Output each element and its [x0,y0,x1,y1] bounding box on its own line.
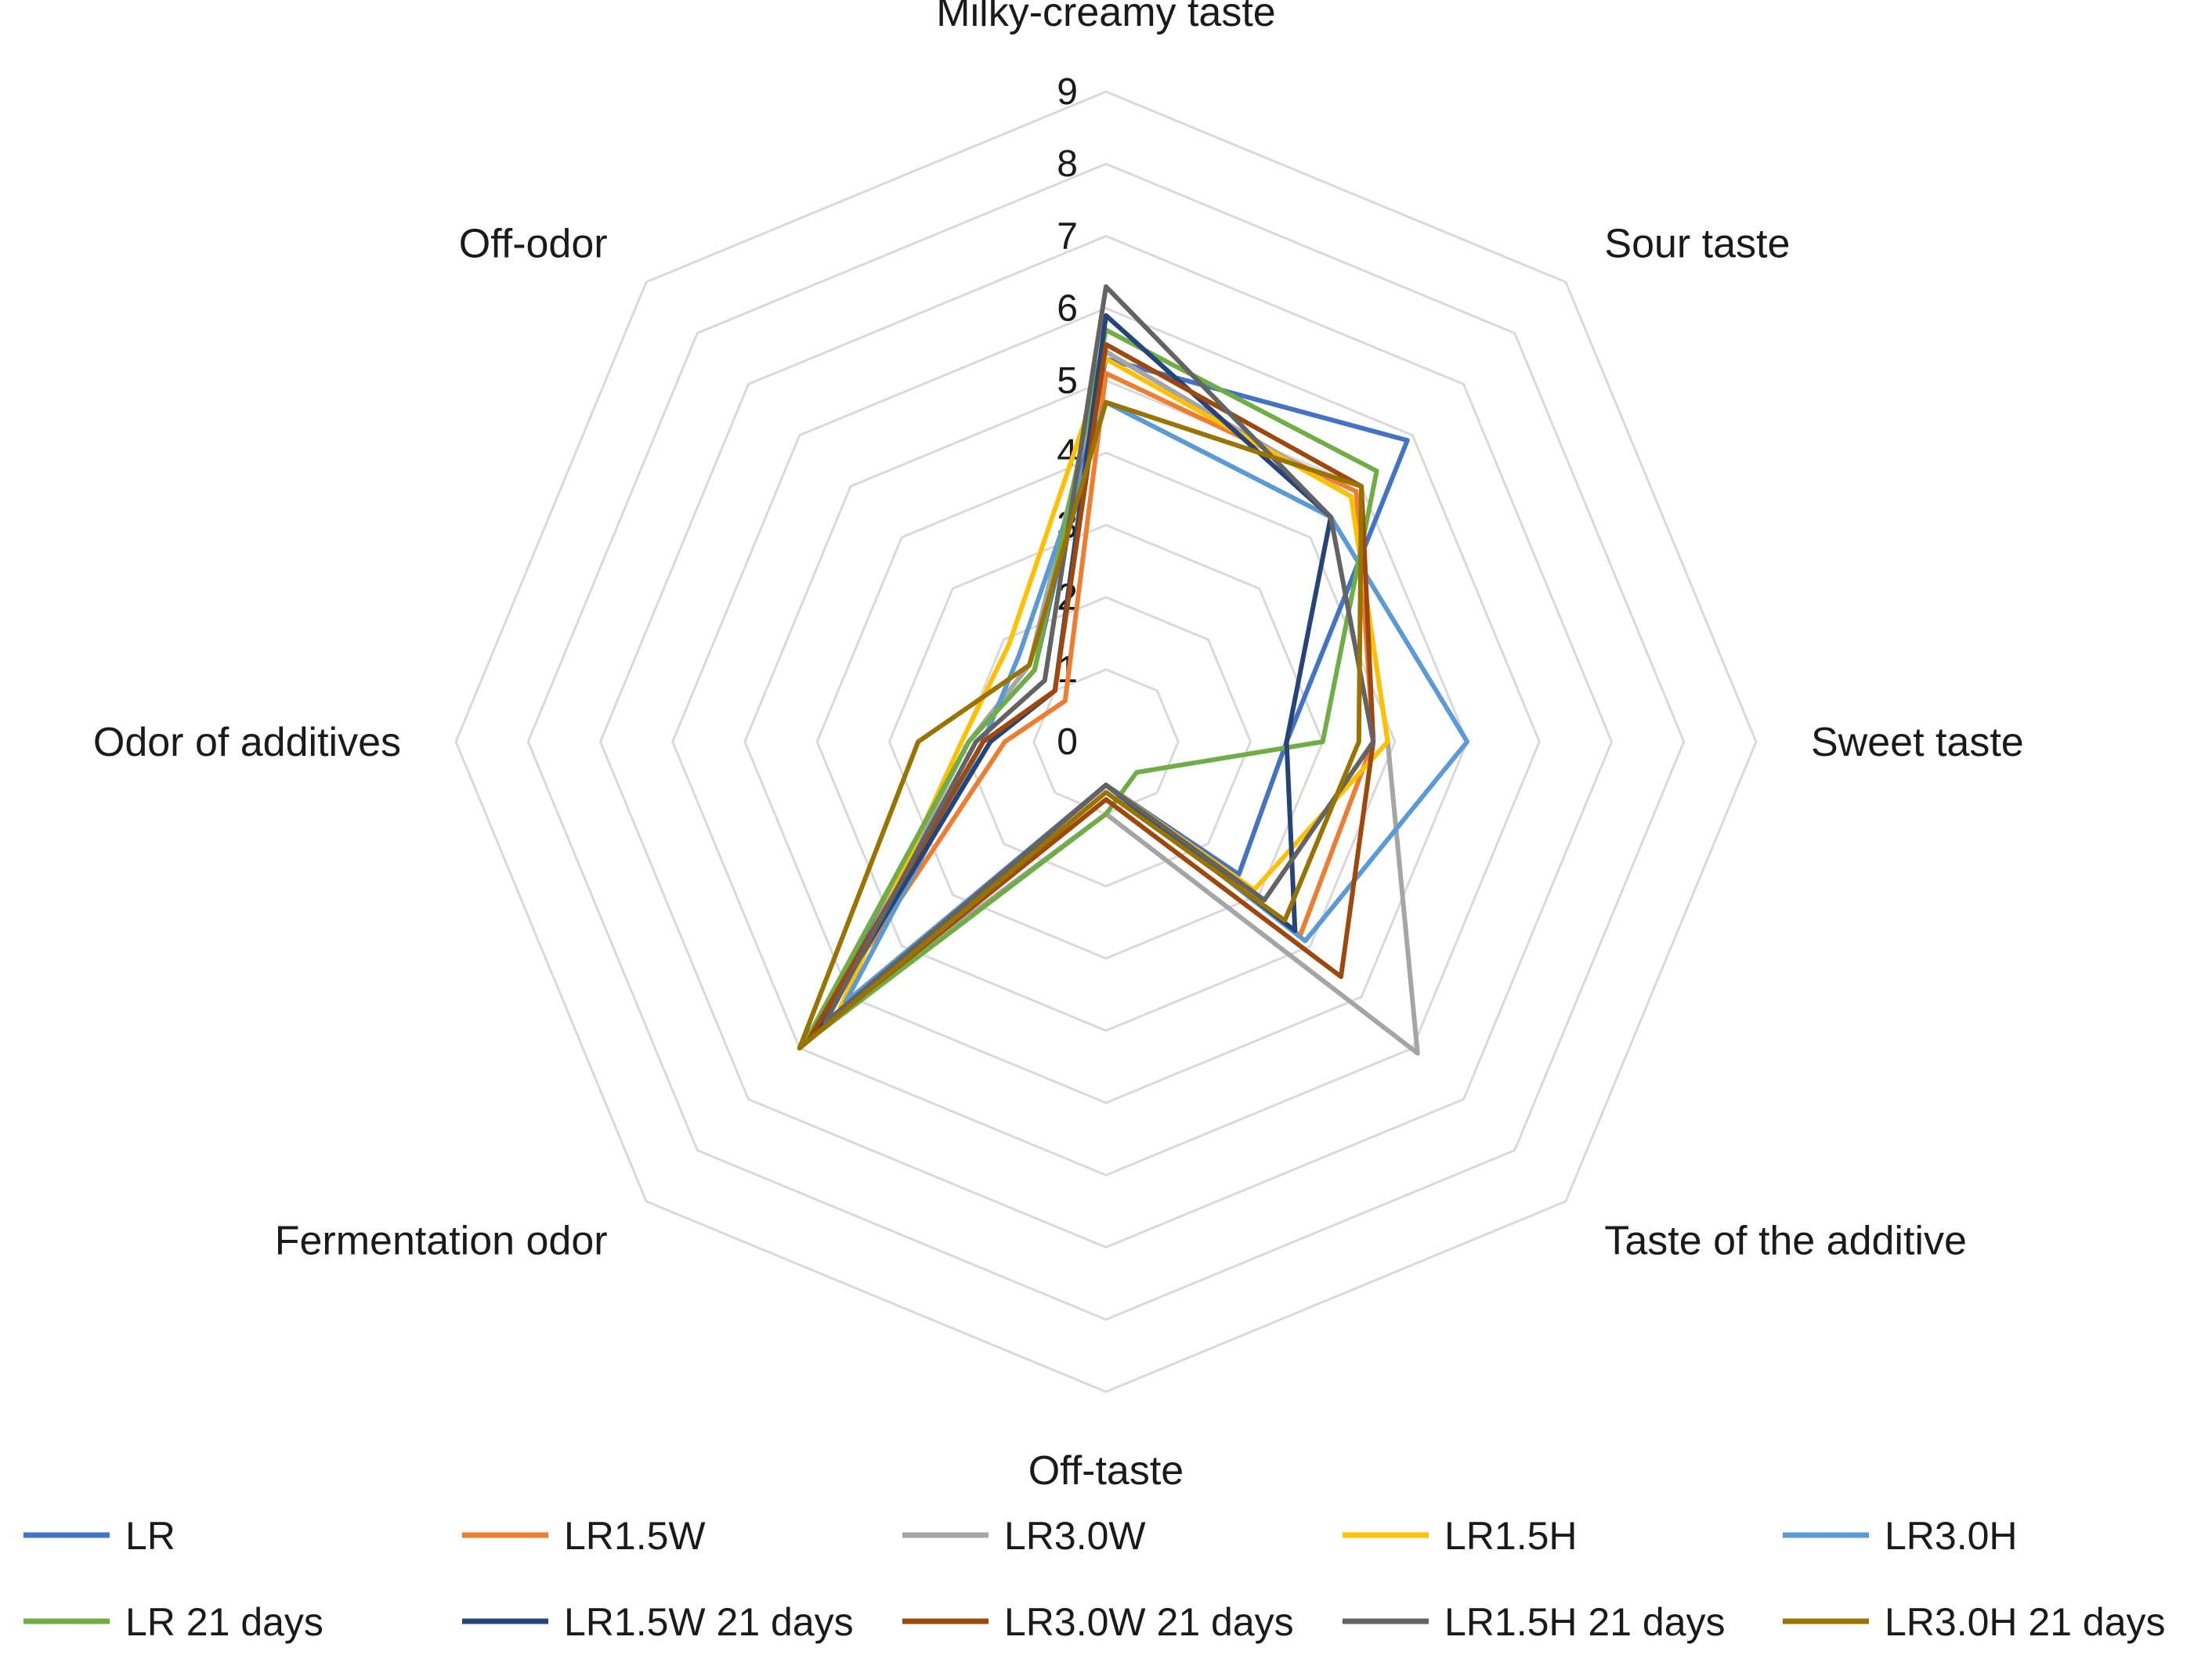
grid-ring-8 [526,162,1686,1321]
legend-label-lr3-0h-21-days: LR3.0H 21 days [1885,1600,2166,1644]
axis-label-fermentation-odor: Fermentation odor [275,1218,608,1263]
legend-label-lr1-5h-21-days: LR1.5H 21 days [1444,1600,1726,1644]
tick-label-5: 5 [1057,360,1078,402]
tick-label-8: 8 [1057,143,1078,185]
axis-label-odor-of-additives: Odor of additives [93,720,401,765]
radar-grid [454,90,1758,1393]
series-lr3-0w-21-days [807,341,1376,1041]
grid-ring-4 [815,451,1397,1032]
legend-label-lr1-5w-21-days: LR1.5W 21 days [564,1600,854,1644]
grid-ring-3 [887,523,1325,960]
legend-label-lr: LR [125,1514,175,1558]
legend: LR LR1.5W LR3.0W LR1.5H LR3.0H LR 21 days LR1.… [23,1514,2166,1644]
tick-label-9: 9 [1057,71,1078,113]
legend-label-lr-21-days: LR 21 days [125,1600,323,1644]
radar-series [797,284,1470,1056]
grid-ring-6 [671,307,1541,1176]
grid-ring-5 [743,379,1469,1104]
axis-label-taste-of-the-additive: Taste of the additive [1604,1218,1967,1263]
grid-ring-9 [454,90,1758,1393]
legend-label-lr1-5h: LR1.5H [1444,1514,1578,1558]
series-lr3-0h-21-days [797,399,1364,1051]
legend-label-lr3-0w-21-days: LR3.0W 21 days [1004,1600,1294,1644]
legend-label-lr3-0w: LR3.0W [1004,1514,1146,1558]
axis-label-off-odor: Off-odor [459,222,608,267]
axis-label-off-taste: Off-taste [1028,1448,1184,1494]
series-lr1-5h-21-days [822,284,1376,1025]
legend-label-lr1-5w: LR1.5W [564,1514,706,1558]
tick-label-6: 6 [1057,288,1078,330]
tick-label-7: 7 [1057,215,1078,257]
axis-label-sour-taste: Sour taste [1604,222,1790,267]
grid-ring-7 [598,234,1614,1249]
legend-label-lr3-0h: LR3.0H [1885,1514,2018,1558]
grid-ring-2 [960,595,1252,888]
tick-label-0: 0 [1057,721,1078,763]
axis-label-sweet-taste: Sweet taste [1811,720,2024,765]
axis-label-milky-creamy-taste: Milky-creamy taste [936,0,1275,35]
axis-labels: Milky-creamy taste Sour taste Sweet taste T… [93,0,2024,1494]
